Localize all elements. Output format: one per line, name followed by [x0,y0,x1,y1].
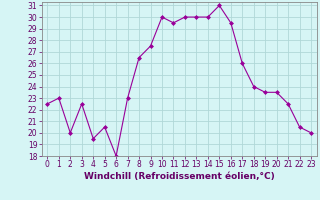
X-axis label: Windchill (Refroidissement éolien,°C): Windchill (Refroidissement éolien,°C) [84,172,275,181]
